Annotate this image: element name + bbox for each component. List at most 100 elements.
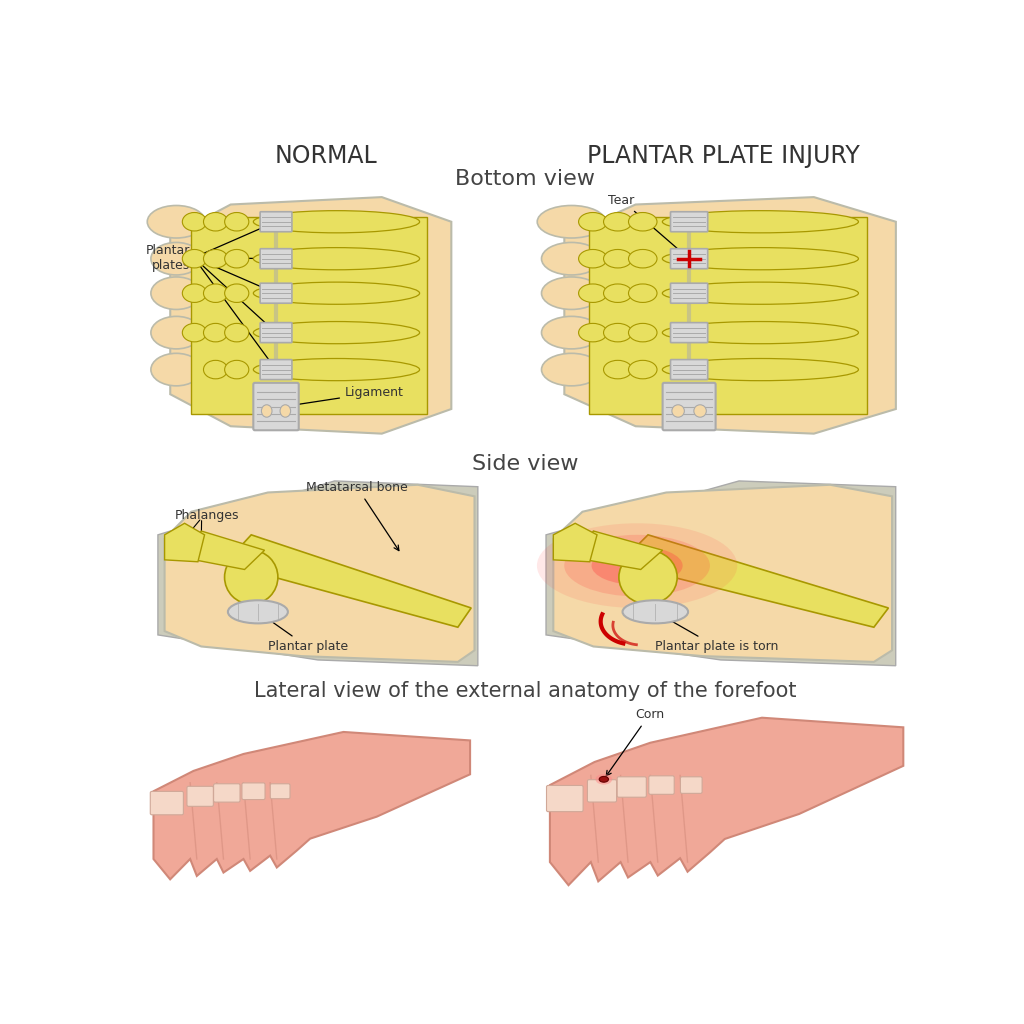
Polygon shape: [553, 523, 597, 562]
Ellipse shape: [579, 284, 607, 302]
Ellipse shape: [537, 523, 737, 608]
Ellipse shape: [224, 550, 278, 604]
Text: PLANTAR PLATE INJURY: PLANTAR PLATE INJURY: [587, 144, 859, 168]
Text: Lateral view of the external anatomy of the forefoot: Lateral view of the external anatomy of …: [254, 681, 796, 701]
Ellipse shape: [663, 322, 858, 344]
Ellipse shape: [224, 284, 249, 302]
Polygon shape: [170, 197, 452, 433]
Ellipse shape: [224, 324, 249, 342]
Ellipse shape: [663, 358, 858, 381]
Ellipse shape: [224, 360, 249, 379]
Ellipse shape: [623, 600, 688, 624]
FancyBboxPatch shape: [214, 783, 240, 802]
Ellipse shape: [564, 535, 710, 596]
FancyBboxPatch shape: [253, 383, 299, 430]
Ellipse shape: [204, 360, 227, 379]
FancyBboxPatch shape: [260, 212, 292, 231]
Text: Plantar plate: Plantar plate: [261, 614, 347, 653]
FancyBboxPatch shape: [260, 284, 292, 303]
Ellipse shape: [629, 284, 657, 302]
FancyBboxPatch shape: [671, 284, 708, 303]
FancyBboxPatch shape: [270, 783, 290, 799]
Ellipse shape: [629, 324, 657, 342]
Polygon shape: [158, 481, 478, 666]
Ellipse shape: [280, 404, 291, 417]
Text: Phalanges: Phalanges: [174, 509, 239, 522]
Ellipse shape: [672, 404, 684, 417]
Ellipse shape: [147, 206, 205, 238]
Text: Plantar
plates: Plantar plates: [145, 244, 190, 271]
Ellipse shape: [253, 248, 420, 269]
FancyBboxPatch shape: [680, 777, 702, 794]
Ellipse shape: [596, 774, 612, 784]
Ellipse shape: [618, 550, 677, 604]
FancyBboxPatch shape: [151, 792, 183, 815]
Ellipse shape: [204, 213, 227, 231]
Text: Tear: Tear: [608, 194, 686, 256]
Ellipse shape: [603, 250, 632, 268]
FancyBboxPatch shape: [260, 249, 292, 268]
Ellipse shape: [603, 324, 632, 342]
FancyBboxPatch shape: [663, 383, 716, 430]
FancyBboxPatch shape: [649, 776, 674, 795]
Ellipse shape: [694, 404, 707, 417]
Ellipse shape: [253, 211, 420, 232]
Ellipse shape: [579, 213, 607, 231]
Ellipse shape: [182, 213, 207, 231]
Ellipse shape: [579, 324, 607, 342]
Ellipse shape: [253, 358, 420, 381]
Ellipse shape: [224, 250, 249, 268]
Polygon shape: [191, 217, 427, 414]
FancyBboxPatch shape: [617, 777, 646, 798]
Ellipse shape: [151, 353, 202, 386]
Text: Metatarsal bone: Metatarsal bone: [306, 481, 408, 551]
FancyBboxPatch shape: [260, 323, 292, 343]
FancyBboxPatch shape: [260, 359, 292, 380]
Ellipse shape: [151, 243, 202, 275]
Ellipse shape: [261, 404, 272, 417]
Polygon shape: [553, 484, 892, 662]
Polygon shape: [154, 732, 470, 880]
Ellipse shape: [629, 360, 657, 379]
Ellipse shape: [663, 211, 858, 232]
Polygon shape: [546, 481, 896, 666]
Ellipse shape: [542, 316, 601, 349]
Ellipse shape: [182, 284, 207, 302]
Ellipse shape: [182, 324, 207, 342]
FancyBboxPatch shape: [588, 779, 616, 802]
Polygon shape: [184, 531, 264, 569]
Ellipse shape: [182, 250, 207, 268]
Ellipse shape: [629, 250, 657, 268]
Polygon shape: [165, 484, 474, 662]
Ellipse shape: [253, 322, 420, 344]
Ellipse shape: [603, 360, 632, 379]
Ellipse shape: [204, 250, 227, 268]
Ellipse shape: [579, 250, 607, 268]
FancyBboxPatch shape: [671, 249, 708, 268]
Ellipse shape: [629, 213, 657, 231]
Ellipse shape: [253, 283, 420, 304]
FancyBboxPatch shape: [547, 785, 583, 812]
Ellipse shape: [603, 213, 632, 231]
Ellipse shape: [151, 276, 202, 309]
FancyBboxPatch shape: [242, 783, 265, 800]
Ellipse shape: [663, 248, 858, 269]
Text: Ligament: Ligament: [288, 386, 403, 408]
Polygon shape: [224, 535, 471, 628]
Text: Corn: Corn: [606, 708, 664, 776]
FancyBboxPatch shape: [671, 359, 708, 380]
FancyBboxPatch shape: [671, 212, 708, 231]
Text: Bottom view: Bottom view: [455, 169, 595, 189]
Ellipse shape: [538, 206, 605, 238]
Polygon shape: [589, 217, 867, 414]
Ellipse shape: [603, 284, 632, 302]
Ellipse shape: [542, 353, 601, 386]
Polygon shape: [575, 531, 663, 569]
Polygon shape: [618, 535, 889, 628]
Ellipse shape: [599, 776, 608, 782]
Polygon shape: [564, 197, 896, 433]
Ellipse shape: [542, 243, 601, 275]
Ellipse shape: [542, 276, 601, 309]
Text: NORMAL: NORMAL: [275, 144, 378, 168]
Polygon shape: [550, 718, 903, 885]
